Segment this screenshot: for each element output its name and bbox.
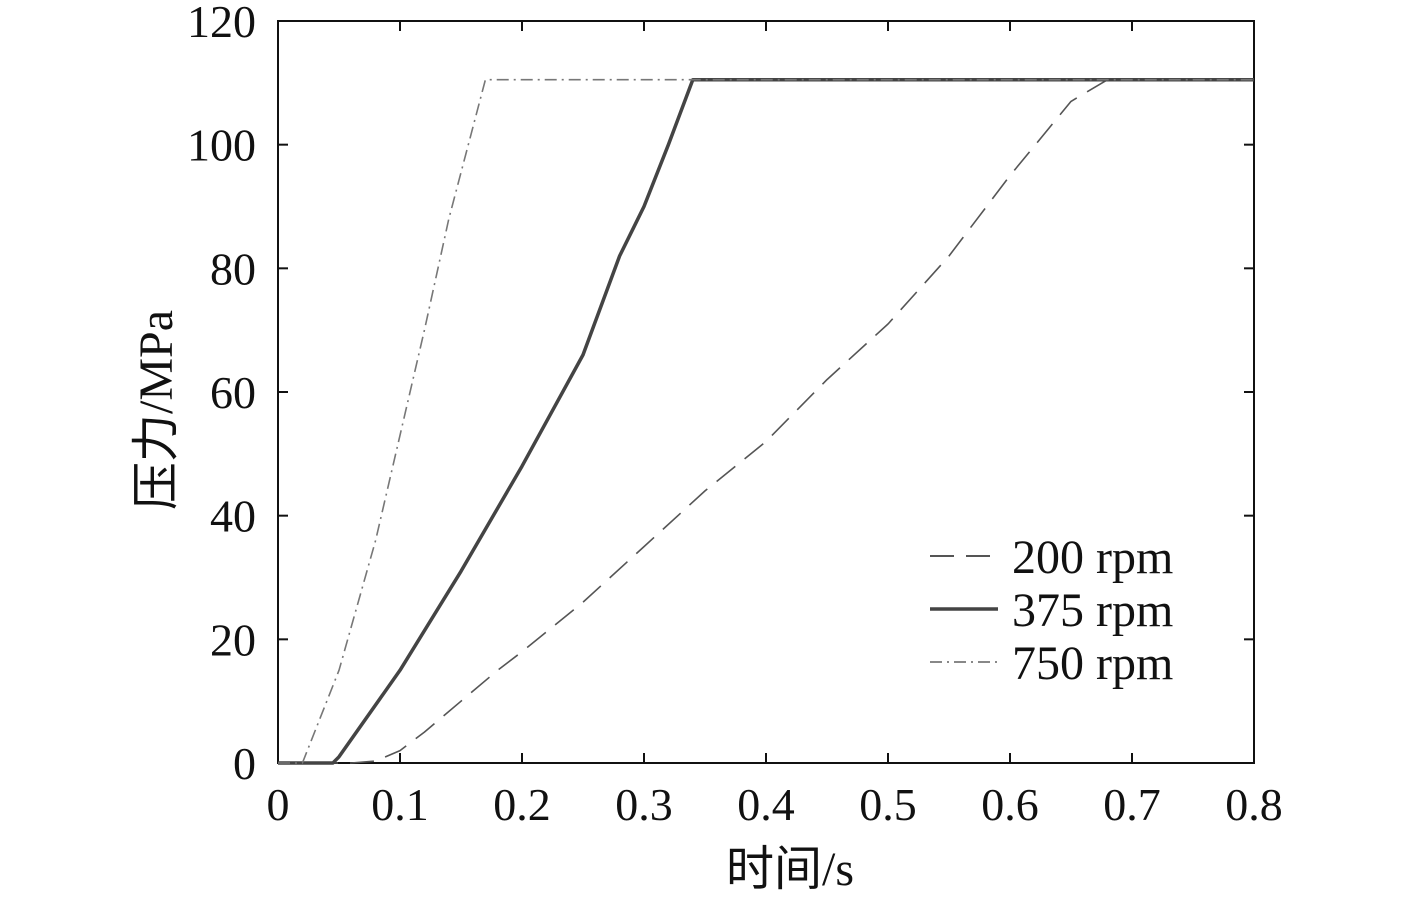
y-tick-label: 0 xyxy=(233,738,256,789)
y-tick-label: 20 xyxy=(210,614,256,665)
y-axis-label: 压力/MPa xyxy=(130,310,183,510)
x-axis-label: 时间/s xyxy=(726,843,854,896)
y-tick-label: 100 xyxy=(187,120,256,171)
series-line-750-rpm xyxy=(278,78,1254,764)
x-tick-label: 0.8 xyxy=(1225,779,1283,830)
x-tick-label: 0.3 xyxy=(615,779,673,830)
series-line-375-rpm xyxy=(278,77,1254,765)
legend-label-750: 750 rpm xyxy=(1012,637,1173,690)
legend-label-375: 375 rpm xyxy=(1012,584,1173,637)
x-tick-label: 0.7 xyxy=(1103,779,1161,830)
x-tick-label: 0 xyxy=(267,779,290,830)
y-tick-label: 40 xyxy=(210,491,256,542)
series-line-200-rpm xyxy=(278,78,1254,764)
x-tick-label: 0.6 xyxy=(981,779,1039,830)
x-tick-label: 0.5 xyxy=(859,779,917,830)
axis-ticks: 0 0.1 0.2 0.3 0.4 0.5 0.6 0.7 0.8 0 20 40 60 80 100 120 xyxy=(187,0,1283,830)
y-tick-label: 80 xyxy=(210,243,256,294)
legend-label-200: 200 rpm xyxy=(1012,531,1173,584)
series-group xyxy=(278,77,1254,765)
x-tick-label: 0.2 xyxy=(493,779,551,830)
y-tick-label: 60 xyxy=(210,367,256,418)
legend: 200 rpm 375 rpm 750 rpm xyxy=(930,531,1173,690)
x-tick-label: 0.4 xyxy=(737,779,795,830)
y-tick-label: 120 xyxy=(187,0,256,47)
x-tick-label: 0.1 xyxy=(371,779,429,830)
